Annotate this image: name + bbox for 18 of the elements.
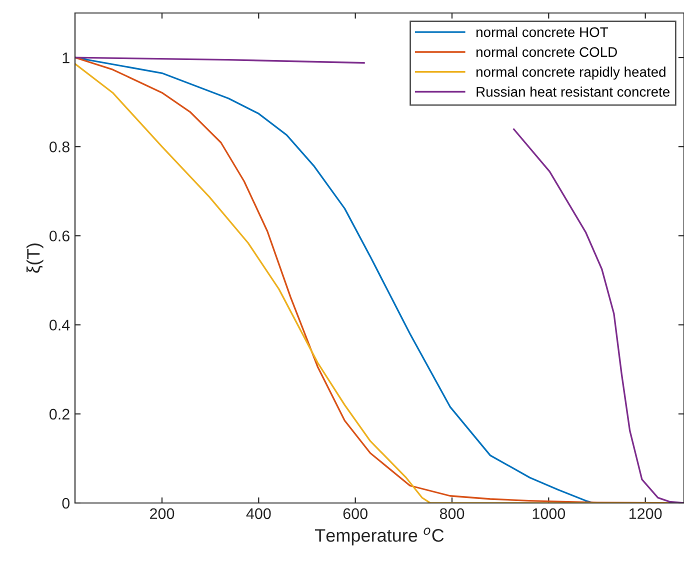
- legend-label: normal concrete HOT: [476, 26, 608, 38]
- legend-label: normal concrete COLD: [476, 46, 617, 57]
- y-tick-label: 0.6: [50, 230, 70, 242]
- x-axis-title: Temperature $^{o}$C: [314, 528, 444, 546]
- x-tick-label: 400: [246, 508, 271, 520]
- legend-label: normal concrete rapidly heated: [476, 66, 666, 80]
- y-tick-label: 0.8: [50, 142, 70, 152]
- y-tick-label: 0.2: [50, 408, 70, 420]
- y-tick-label: 0.4: [50, 320, 70, 331]
- x-tick-label: 600: [343, 508, 368, 520]
- y-axis-title: ξ(T): [26, 244, 44, 273]
- y-tick-label: 0: [62, 498, 70, 509]
- x-tick-label: 1200: [630, 508, 662, 520]
- x-tick-label: 200: [150, 508, 174, 520]
- x-tick-label: 1000: [532, 508, 566, 520]
- legend-label: Russian heat resistant concrete: [476, 86, 670, 97]
- x-tick-label: 800: [440, 508, 464, 520]
- y-tick-label: 1: [62, 52, 70, 64]
